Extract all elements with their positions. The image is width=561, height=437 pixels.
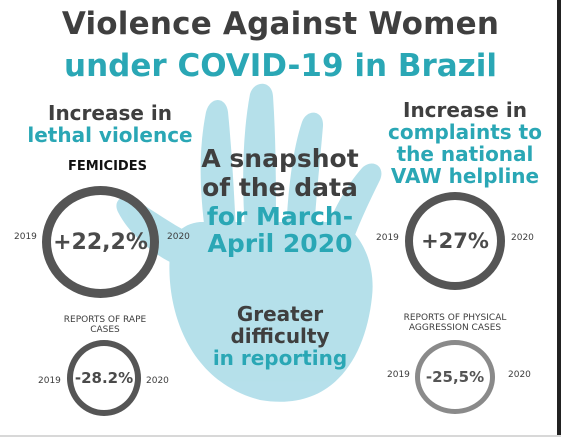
femicides-year-right: 2020 [167,232,190,242]
title-line1: Violence Against Women [61,6,500,42]
bottom-edge-border [0,435,561,437]
physical-label-1: REPORTS OF PHYSICAL [403,313,507,323]
lethal-heading-1: Increase in [48,101,172,125]
complaints-year-right: 2020 [511,233,534,243]
title-line2: under COVID-19 in Brazil [64,48,497,84]
femicides-circle: +22,2% [42,186,159,298]
lethal-heading-2: lethal violence [27,123,193,147]
reporting-line1: Greater [236,302,324,326]
complaints-heading-1: Increase in [403,98,527,122]
rape-year-left: 2019 [38,376,61,386]
complaints-heading-4: VAW helpline [390,164,540,188]
physical-year-right: 2020 [508,370,531,380]
right-edge-border [557,0,561,437]
complaints-year-left: 2019 [376,233,399,243]
snapshot-line4: April 2020 [207,229,353,258]
physical-value: -25,5% [425,368,485,386]
rape-year-right: 2020 [146,376,169,386]
reporting-line2: difficulty [230,324,330,348]
femicides-year-left: 2019 [14,232,37,242]
snapshot-line2: of the data [202,173,358,202]
rape-label-2: CASES [90,325,120,335]
rape-label-1: REPORTS OF RAPE [63,315,147,325]
physical-label-2: AGGRESSION CASES [408,323,502,333]
physical-circle: -25,5% [415,340,495,414]
snapshot-line1: A snapshot [201,144,359,173]
complaints-circle: +27% [405,192,505,290]
rape-circle: -28.2% [67,340,141,416]
femicides-label: FEMICIDES [68,159,147,174]
snapshot-line3: for March- [206,202,354,231]
physical-year-left: 2019 [387,370,410,380]
complaints-heading-2: complaints to [388,120,542,144]
complaints-heading-3: the national [396,142,534,166]
rape-value: -28.2% [74,369,134,387]
femicides-value: +22,2% [53,229,148,255]
reporting-line3: in reporting [212,346,348,370]
complaints-value: +27% [421,229,489,253]
